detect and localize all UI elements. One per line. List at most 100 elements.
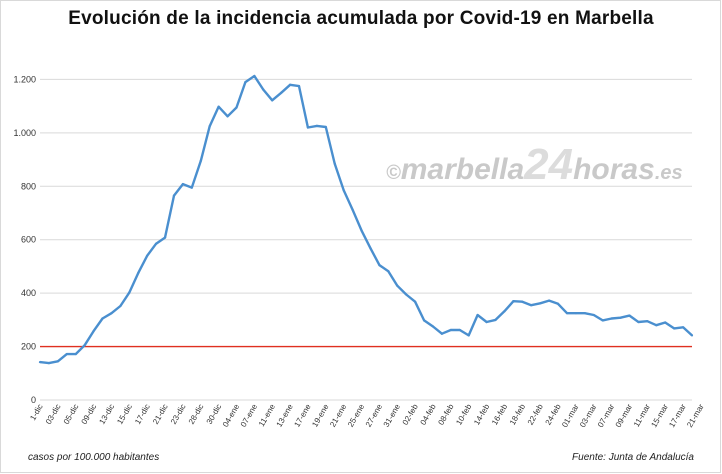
x-tick-label: 14-feb (472, 402, 491, 427)
data-point (342, 189, 345, 192)
data-point (440, 332, 444, 335)
data-point (449, 328, 452, 332)
data-point (422, 319, 426, 322)
y-tick-label: 800 (21, 181, 36, 191)
data-point (619, 316, 622, 319)
x-tick-label: 21-dic (151, 403, 170, 426)
data-point (610, 317, 613, 320)
data-point (262, 88, 265, 91)
data-point (190, 186, 193, 189)
data-point (297, 85, 301, 88)
data-point (306, 126, 310, 129)
x-tick-label: 09-mar (614, 402, 635, 429)
y-tick-label: 1.000 (13, 128, 36, 138)
footer-units-note: casos por 100.000 habitantes (28, 452, 160, 463)
data-point (137, 272, 140, 275)
data-point (690, 334, 694, 337)
data-point (56, 360, 59, 363)
data-point (494, 318, 497, 321)
data-point (280, 91, 283, 94)
data-point (664, 321, 667, 324)
watermark-part1: marbella (400, 153, 525, 186)
data-point (476, 313, 479, 317)
data-point (512, 300, 515, 303)
x-tick-label: 18-feb (508, 402, 527, 427)
data-point (47, 362, 51, 365)
y-tick-label: 200 (21, 342, 36, 352)
data-point (378, 263, 381, 267)
data-point (646, 320, 649, 323)
data-point (172, 194, 176, 197)
x-tick-label: 07-ene (239, 402, 260, 429)
x-tick-label: 15-dic (115, 403, 134, 426)
data-point (387, 270, 390, 273)
data-point (655, 324, 658, 327)
watermark-part2: 24 (524, 140, 574, 189)
x-tick-label: 10-feb (454, 402, 473, 427)
data-point (181, 183, 185, 186)
data-points (38, 74, 694, 365)
x-axis-ticks: 1-dic 03-dic 05-dic 09-dic 13-dic 15-dic 17-di… (28, 402, 706, 429)
x-tick-label: 08-feb (436, 402, 455, 427)
data-point (110, 312, 113, 315)
x-tick-label: 28-dic (187, 403, 206, 426)
data-point (146, 254, 149, 257)
data-point (592, 313, 595, 317)
y-tick-label: 600 (21, 235, 36, 245)
y-axis-ticks: 0 200 400 600 800 1.000 1.200 (13, 74, 36, 405)
data-point (155, 242, 158, 245)
data-point (74, 352, 77, 356)
series-line-incidence (39, 74, 693, 365)
data-point (208, 125, 211, 128)
data-point (271, 99, 274, 102)
data-point (637, 320, 640, 324)
data-point (315, 124, 318, 128)
data-point (333, 162, 336, 165)
data-point (414, 300, 417, 303)
data-point (324, 125, 327, 129)
data-point (235, 106, 238, 109)
data-point (128, 291, 131, 294)
data-point (673, 327, 676, 330)
x-tick-label: 03-dic (44, 403, 63, 426)
data-point (547, 299, 551, 302)
watermark-part3: horas (573, 153, 655, 186)
data-point (530, 304, 533, 307)
data-point (467, 334, 470, 337)
data-point (226, 115, 229, 118)
x-tick-label: 09-dic (80, 403, 99, 426)
data-point (288, 83, 292, 86)
data-point (556, 302, 560, 305)
data-point (360, 229, 363, 232)
data-point (431, 325, 435, 328)
data-point (396, 284, 399, 287)
data-point (83, 344, 86, 347)
data-point (65, 352, 68, 356)
y-tick-label: 1.200 (13, 74, 36, 84)
data-point (601, 319, 604, 322)
x-tick-label: 04-feb (419, 402, 438, 427)
data-point (583, 312, 586, 315)
x-tick-label: 1-dic (28, 403, 44, 423)
watermark-part4: .es (654, 162, 683, 184)
data-point (351, 208, 354, 211)
data-point (565, 312, 569, 315)
x-tick-label: 13-dic (97, 403, 116, 426)
data-point (521, 300, 524, 303)
x-tick-label: 02-feb (401, 402, 420, 427)
x-tick-label: 22-feb (526, 402, 545, 427)
x-tick-label: 05-dic (62, 403, 81, 426)
x-tick-label: 21-mar (685, 402, 706, 429)
data-point (38, 360, 42, 364)
x-tick-label: 17-dic (133, 403, 152, 426)
data-point (92, 329, 95, 333)
data-point (163, 236, 167, 239)
data-point (199, 159, 202, 163)
y-tick-label: 0 (31, 395, 36, 405)
data-point (119, 304, 122, 308)
data-point (405, 293, 408, 296)
data-point (485, 320, 488, 324)
footer-source: Fuente: Junta de Andalucía (572, 452, 694, 463)
watermark-copyright: © (386, 162, 401, 184)
